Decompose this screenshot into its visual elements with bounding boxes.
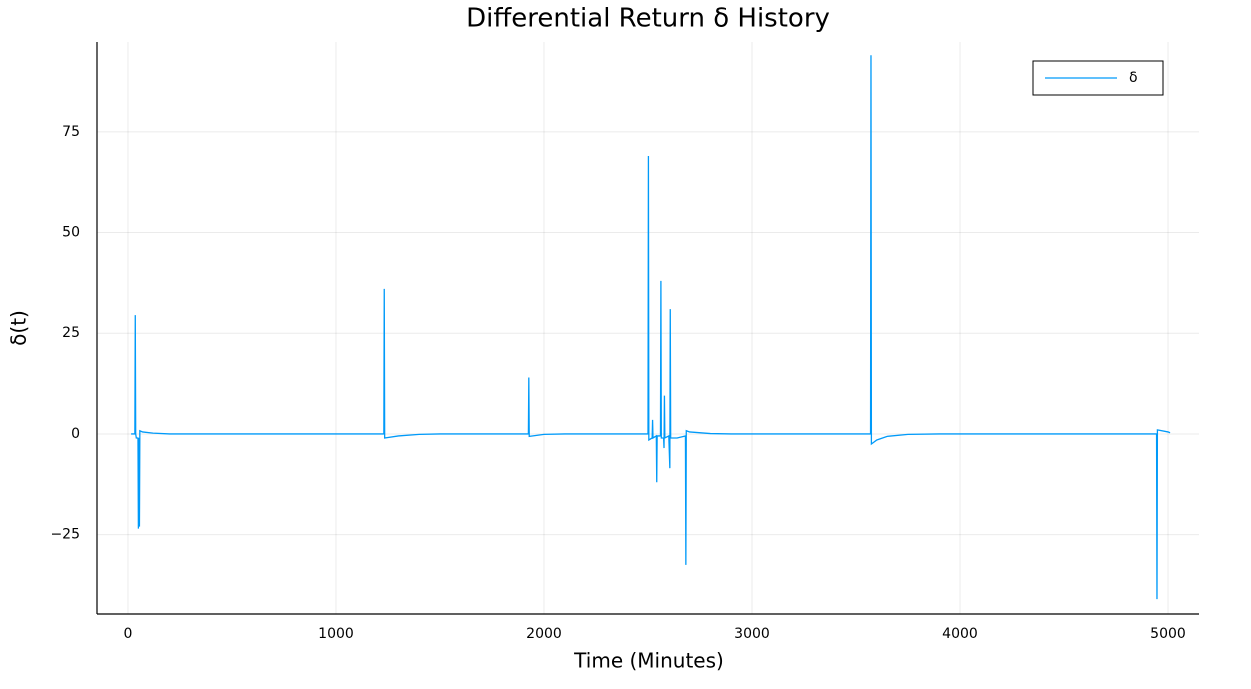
y-tick-label: 75 <box>62 124 80 140</box>
x-tick-label: 4000 <box>942 626 978 642</box>
y-tick-label: −25 <box>50 527 80 543</box>
x-tick-label: 3000 <box>734 626 770 642</box>
x-tick-label: 2000 <box>526 626 562 642</box>
x-tick-label: 5000 <box>1150 626 1186 642</box>
x-tick-label: 0 <box>124 626 133 642</box>
y-tick-label: 0 <box>71 426 80 442</box>
y-tick-label: 25 <box>62 325 80 341</box>
y-axis-label: δ(t) <box>7 310 31 346</box>
y-tick-label: 50 <box>62 225 80 241</box>
x-axis-label: Time (Minutes) <box>573 649 724 673</box>
chart-title: Differential Return δ History <box>466 4 830 34</box>
legend-label: δ <box>1129 70 1138 86</box>
data-line <box>131 55 1171 600</box>
x-tick-label: 1000 <box>318 626 354 642</box>
